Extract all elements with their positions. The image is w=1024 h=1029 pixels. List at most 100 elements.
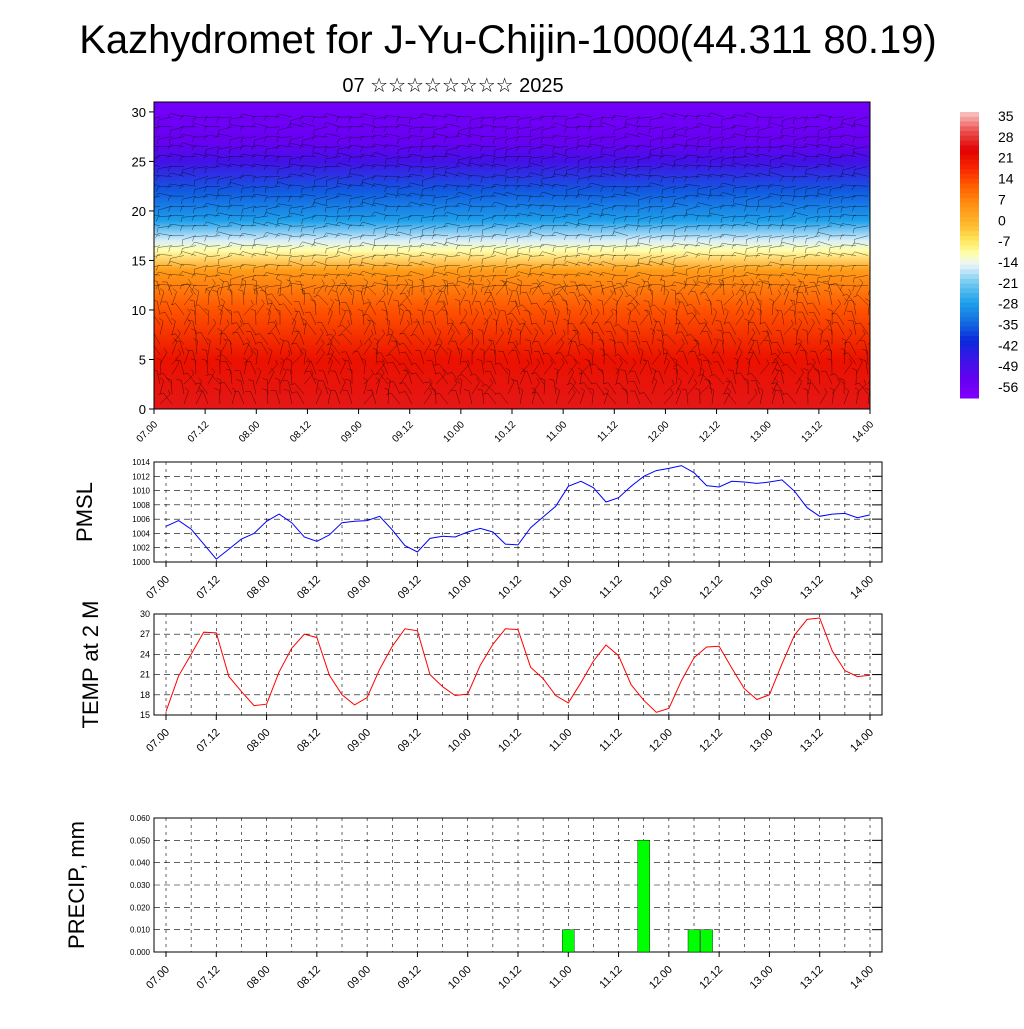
y-tick-label: 1000: [132, 558, 150, 567]
y-tick-label: 1012: [132, 472, 150, 481]
colorbar-segment: [960, 388, 979, 393]
colorbar-label: -21: [998, 275, 1018, 291]
colorbar-segment: [960, 236, 979, 241]
colorbar-label: 21: [998, 150, 1014, 166]
colorbar-segment: [960, 369, 979, 374]
y-tick-label: 30: [132, 105, 146, 120]
y-tick-label: 0.060: [130, 814, 151, 823]
colorbar-segment: [960, 245, 979, 250]
colorbar-segment: [960, 317, 979, 322]
y-tick-label: 1006: [132, 515, 150, 524]
colorbar-segment: [960, 164, 979, 169]
y-tick-label: 5: [139, 352, 146, 367]
colorbar-segment: [960, 346, 979, 351]
colorbar-segment: [960, 331, 979, 336]
colorbar-segment: [960, 241, 979, 246]
colorbar-segment: [960, 265, 979, 270]
colorbar-segment: [960, 141, 979, 146]
colorbar-label: -56: [998, 379, 1018, 395]
precip-bar: [701, 930, 713, 952]
colorbar-label: 28: [998, 129, 1014, 145]
y-tick-label: 30: [140, 609, 150, 619]
y-tick-label: 1004: [132, 529, 150, 538]
colorbar-segment: [960, 355, 979, 360]
y-tick-label: 0.000: [130, 948, 151, 957]
colorbar-segment: [960, 212, 979, 217]
colorbar-segment: [960, 365, 979, 370]
y-tick-label: 0.030: [130, 881, 151, 890]
colorbar-label: -42: [998, 337, 1018, 353]
y-tick-label: 1010: [132, 487, 150, 496]
colorbar-segment: [960, 279, 979, 284]
y-tick-label: 1014: [132, 458, 150, 467]
colorbar-segment: [960, 374, 979, 379]
colorbar-segment: [960, 198, 979, 203]
y-tick-label: 24: [140, 649, 150, 659]
colorbar-segment: [960, 255, 979, 260]
colorbar-segment: [960, 322, 979, 327]
colorbar-segment: [960, 126, 979, 131]
y-tick-label: 0.040: [130, 859, 151, 868]
colorbar-segment: [960, 336, 979, 341]
colorbar-segment: [960, 179, 979, 184]
colorbar-segment: [960, 350, 979, 355]
y-tick-label: 1002: [132, 544, 150, 553]
colorbar-segment: [960, 155, 979, 160]
colorbar-segment: [960, 174, 979, 179]
y-tick-label: 0.010: [130, 926, 151, 935]
colorbar-segment: [960, 303, 979, 308]
colorbar-segment: [960, 293, 979, 298]
colorbar-segment: [960, 274, 979, 279]
y-tick-label: 15: [132, 253, 146, 268]
colorbar-label: 0: [998, 212, 1006, 228]
y-tick-label: 20: [132, 204, 146, 219]
colorbar-segment: [960, 131, 979, 136]
y-tick-label: 25: [132, 154, 146, 169]
colorbar-label: 7: [998, 191, 1006, 207]
chart-subtitle: 07 ☆☆☆☆☆☆☆☆ 2025: [342, 75, 563, 97]
colorbar-segment: [960, 188, 979, 193]
colorbar-segment: [960, 312, 979, 317]
colorbar-segment: [960, 145, 979, 150]
colorbar-segment: [960, 327, 979, 332]
precip-bar: [638, 840, 650, 952]
y-tick-label: 18: [140, 690, 150, 700]
colorbar-segment: [960, 393, 979, 398]
colorbar-segment: [960, 117, 979, 122]
colorbar-segment: [960, 193, 979, 198]
colorbar-segment: [960, 231, 979, 236]
precip-bar: [688, 930, 700, 952]
colorbar-segment: [960, 136, 979, 141]
colorbar-segment: [960, 184, 979, 189]
colorbar-segment: [960, 384, 979, 389]
chart-title: Kazhydromet for J-Yu-Chijin-1000(44.311 …: [79, 18, 937, 62]
colorbar-segment: [960, 298, 979, 303]
colorbar-label: -28: [998, 296, 1018, 312]
y-axis-label: PMSL: [72, 482, 97, 542]
colorbar-segment: [960, 269, 979, 274]
colorbar-segment: [960, 203, 979, 208]
y-tick-label: 1008: [132, 501, 150, 510]
y-tick-label: 27: [140, 629, 150, 639]
colorbar-segment: [960, 112, 979, 117]
colorbar-segment: [960, 360, 979, 365]
precip-bar: [562, 930, 574, 952]
colorbar-segment: [960, 150, 979, 155]
colorbar-segment: [960, 379, 979, 384]
colorbar-segment: [960, 341, 979, 346]
colorbar-label: -7: [998, 233, 1011, 249]
colorbar-segment: [960, 307, 979, 312]
y-axis-label: PRECIP, mm: [64, 821, 89, 949]
colorbar-label: -14: [998, 254, 1018, 270]
colorbar-segment: [960, 207, 979, 212]
colorbar-segment: [960, 169, 979, 174]
colorbar-label: 35: [998, 108, 1014, 124]
colorbar-segment: [960, 288, 979, 293]
colorbar-label: -35: [998, 317, 1018, 333]
colorbar-label: 14: [998, 171, 1014, 187]
y-tick-label: 21: [140, 670, 150, 680]
colorbar-segment: [960, 226, 979, 231]
y-tick-label: 0.050: [130, 836, 151, 845]
